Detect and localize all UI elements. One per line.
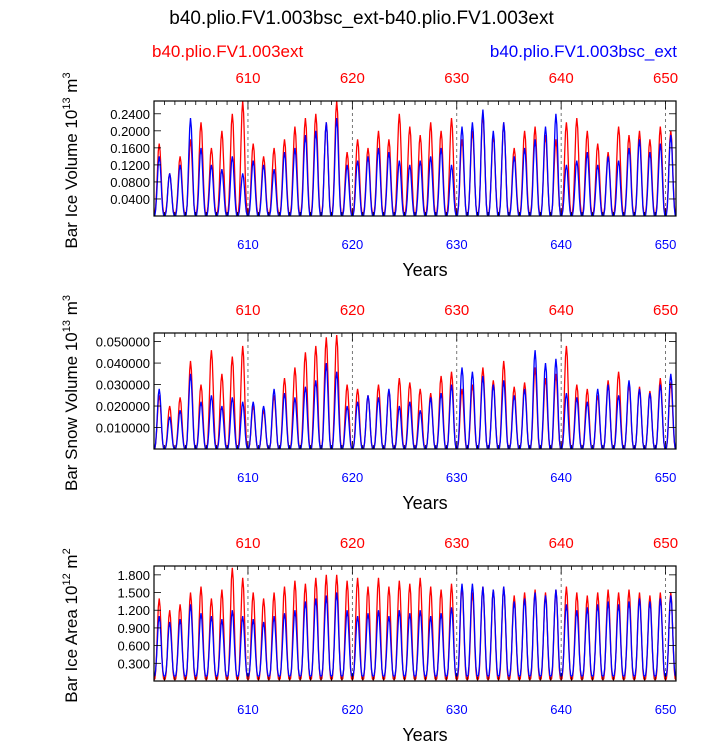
chart-panel-3: 610 610 620 620 630 630 640 640 650 650 0.300 0.600… [61, 535, 678, 741]
x-tick-label-top: 640 [549, 70, 574, 87]
x-axis-label: Years [402, 260, 447, 280]
y-axis-label: Bar Snow Volume 1013 m3 [61, 295, 81, 491]
y-tick-label: 0.010000 [96, 421, 150, 436]
y-tick-label: 0.0400 [110, 192, 150, 207]
x-tick-label-bottom: 610 [237, 702, 259, 717]
y-axis-label-unit: m [62, 301, 81, 320]
y-axis-label-unit-exponent: 3 [61, 72, 73, 78]
y-tick-label: 0.030000 [96, 378, 150, 393]
figure-title: b40.plio.FV1.003bsc_ext-b40.plio.FV1.003… [169, 8, 554, 29]
legend-series-a: b40.plio.FV1.003ext [152, 42, 304, 61]
series-line-a [154, 567, 676, 681]
x-tick-label-top: 640 [549, 302, 574, 319]
x-tick-label-top: 610 [235, 535, 260, 552]
x-tick-label-bottom: 610 [237, 470, 259, 485]
y-tick-label: 0.900 [117, 621, 150, 636]
y-tick-label: 0.1600 [110, 141, 150, 156]
y-tick-label: 0.600 [117, 639, 150, 654]
y-axis-label-unit: m [62, 79, 81, 98]
y-tick-label: 1.500 [117, 586, 150, 601]
y-axis-label-unit-exponent: 3 [61, 295, 73, 301]
y-axis-label-main: Bar Snow Volume 10 [62, 332, 81, 491]
y-axis-label-main: Bar Ice Volume 10 [62, 110, 81, 249]
x-tick-label-top: 640 [549, 535, 574, 552]
x-tick-label-top: 650 [653, 70, 678, 87]
x-tick-label-bottom: 640 [550, 237, 572, 252]
y-axis-label-unit-exponent: 2 [61, 548, 73, 554]
y-axis-label-exponent: 12 [61, 573, 73, 585]
y-axis-label-exponent: 13 [61, 97, 73, 109]
series-line-b [154, 583, 676, 678]
y-tick-label: 0.2400 [110, 107, 150, 122]
x-tick-label-bottom: 650 [655, 237, 677, 252]
chart-panel-1: 610 610 620 620 630 630 640 640 650 650 0.0400 0.08… [61, 70, 678, 280]
y-tick-label: 0.300 [117, 656, 150, 671]
x-tick-label-top: 630 [444, 70, 469, 87]
x-tick-label-top: 620 [340, 535, 365, 552]
x-tick-label-top: 610 [235, 70, 260, 87]
y-axis-label-unit: m [62, 554, 81, 573]
x-tick-label-top: 630 [444, 302, 469, 319]
chart-panel-2: 610 610 620 620 630 630 640 640 650 650 0.010000 0.… [61, 295, 678, 513]
x-axis-label: Years [402, 725, 447, 741]
x-tick-label-bottom: 630 [446, 470, 468, 485]
y-tick-label: 0.050000 [96, 335, 150, 350]
y-tick-label: 0.1200 [110, 158, 150, 173]
x-tick-label-bottom: 630 [446, 702, 468, 717]
x-tick-label-bottom: 630 [446, 237, 468, 252]
series-line-b [154, 109, 676, 216]
y-tick-label: 0.040000 [96, 356, 150, 371]
series-line-b [154, 350, 676, 449]
x-tick-label-top: 630 [444, 535, 469, 552]
x-tick-label-bottom: 650 [655, 470, 677, 485]
x-tick-label-bottom: 620 [342, 470, 364, 485]
x-tick-label-top: 620 [340, 70, 365, 87]
x-tick-label-bottom: 640 [550, 702, 572, 717]
x-tick-label-bottom: 620 [342, 237, 364, 252]
y-tick-label: 1.800 [117, 568, 150, 583]
x-tick-label-bottom: 650 [655, 702, 677, 717]
y-tick-label: 0.2000 [110, 124, 150, 139]
x-tick-label-top: 650 [653, 535, 678, 552]
y-axis-label-main: Bar Ice Area 10 [62, 586, 81, 703]
y-tick-label: 0.0800 [110, 175, 150, 190]
x-tick-label-bottom: 610 [237, 237, 259, 252]
x-axis-label: Years [402, 493, 447, 513]
legend-series-b: b40.plio.FV1.003bsc_ext [489, 42, 677, 61]
x-tick-label-top: 650 [653, 302, 678, 319]
plot-frame [153, 565, 677, 682]
x-tick-label-bottom: 640 [550, 470, 572, 485]
y-axis-label-exponent: 13 [61, 320, 73, 332]
x-tick-label-top: 610 [235, 302, 260, 319]
y-tick-label: 0.020000 [96, 399, 150, 414]
x-tick-label-top: 620 [340, 302, 365, 319]
x-tick-label-bottom: 620 [342, 702, 364, 717]
y-axis-label: Bar Ice Area 1012 m2 [61, 548, 81, 702]
y-tick-label: 1.200 [117, 603, 150, 618]
y-axis-label: Bar Ice Volume 1013 m3 [61, 72, 81, 248]
